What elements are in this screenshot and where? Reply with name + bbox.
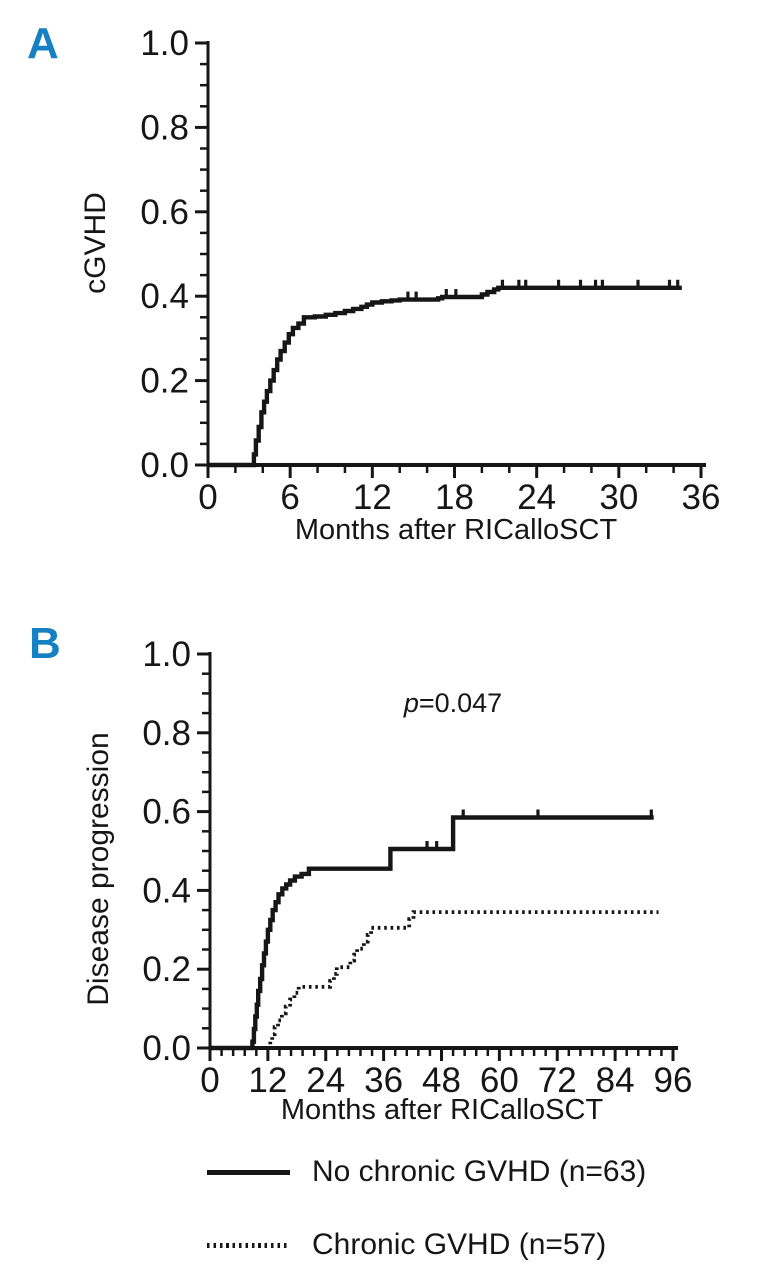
y-tick-label: 0.2 bbox=[142, 950, 191, 989]
x-tick-label: 18 bbox=[435, 478, 474, 517]
legend-label: Chronic GVHD (n=57) bbox=[312, 1228, 607, 1261]
p-value-annotation: p=0.047 bbox=[404, 688, 502, 719]
x-tick-label: 96 bbox=[654, 1061, 693, 1100]
legend-item-cgvhd: Chronic GVHD (n=57) bbox=[207, 1227, 606, 1263]
x-tick-label: 0 bbox=[198, 478, 217, 517]
panel-a-label: A bbox=[27, 19, 59, 68]
panel-b-label: B bbox=[29, 619, 61, 668]
x-tick-label: 24 bbox=[517, 478, 556, 517]
x-tick-label: 36 bbox=[682, 478, 721, 517]
legend-item-no-cgvhd: No chronic GVHD (n=63) bbox=[207, 1154, 646, 1190]
panel-a-x-axis-title: Months after RICalloSCT bbox=[294, 514, 618, 546]
x-tick-label: 72 bbox=[538, 1061, 577, 1100]
series-cgvhd-cumulative-incidence bbox=[208, 285, 682, 468]
dotted-line-swatch bbox=[207, 1242, 290, 1248]
y-tick-label: 1.0 bbox=[142, 635, 191, 674]
panel-b-axes: 0 12 24 36 48 60 72 84 96 1.0 0.8 0.6 0.4 0.2 0.0 bbox=[142, 635, 692, 1100]
solid-line-swatch bbox=[207, 1169, 290, 1175]
y-tick-label: 0.4 bbox=[142, 871, 191, 910]
y-tick-label: 0.6 bbox=[142, 793, 191, 832]
x-tick-label: 84 bbox=[596, 1061, 635, 1100]
y-tick-label: 0.8 bbox=[142, 714, 191, 753]
x-tick-label: 30 bbox=[599, 478, 638, 517]
y-tick-label: 0.0 bbox=[142, 1029, 191, 1068]
y-tick-label: 0.0 bbox=[140, 446, 189, 485]
x-tick-label: 6 bbox=[280, 478, 299, 517]
y-tick-label: 0.6 bbox=[140, 193, 189, 232]
p-value-text: =0.047 bbox=[418, 688, 503, 718]
x-tick-label: 36 bbox=[364, 1061, 403, 1100]
x-tick-label: 60 bbox=[480, 1061, 519, 1100]
y-tick-label: 0.2 bbox=[140, 362, 189, 401]
x-tick-label: 12 bbox=[353, 478, 392, 517]
p-value-prefix: p bbox=[403, 688, 419, 718]
legend-label: No chronic GVHD (n=63) bbox=[312, 1155, 647, 1188]
x-tick-label: 12 bbox=[248, 1061, 287, 1100]
series-chronic-gvhd-n-57 bbox=[210, 910, 659, 1050]
panel-b-x-axis-title: Months after RICalloSCT bbox=[280, 1094, 604, 1126]
y-tick-label: 1.0 bbox=[140, 24, 189, 63]
series-no-chronic-gvhd-n-63 bbox=[210, 815, 654, 1051]
x-tick-label: 0 bbox=[200, 1061, 219, 1100]
y-tick-label: 0.8 bbox=[140, 108, 189, 147]
x-tick-label: 48 bbox=[422, 1061, 461, 1100]
y-tick-label: 0.4 bbox=[140, 277, 189, 316]
x-tick-label: 24 bbox=[306, 1061, 345, 1100]
panel-a-axes: 0 6 12 18 24 30 36 1.0 0.8 0.6 0.4 0.2 0.0 bbox=[140, 24, 720, 517]
